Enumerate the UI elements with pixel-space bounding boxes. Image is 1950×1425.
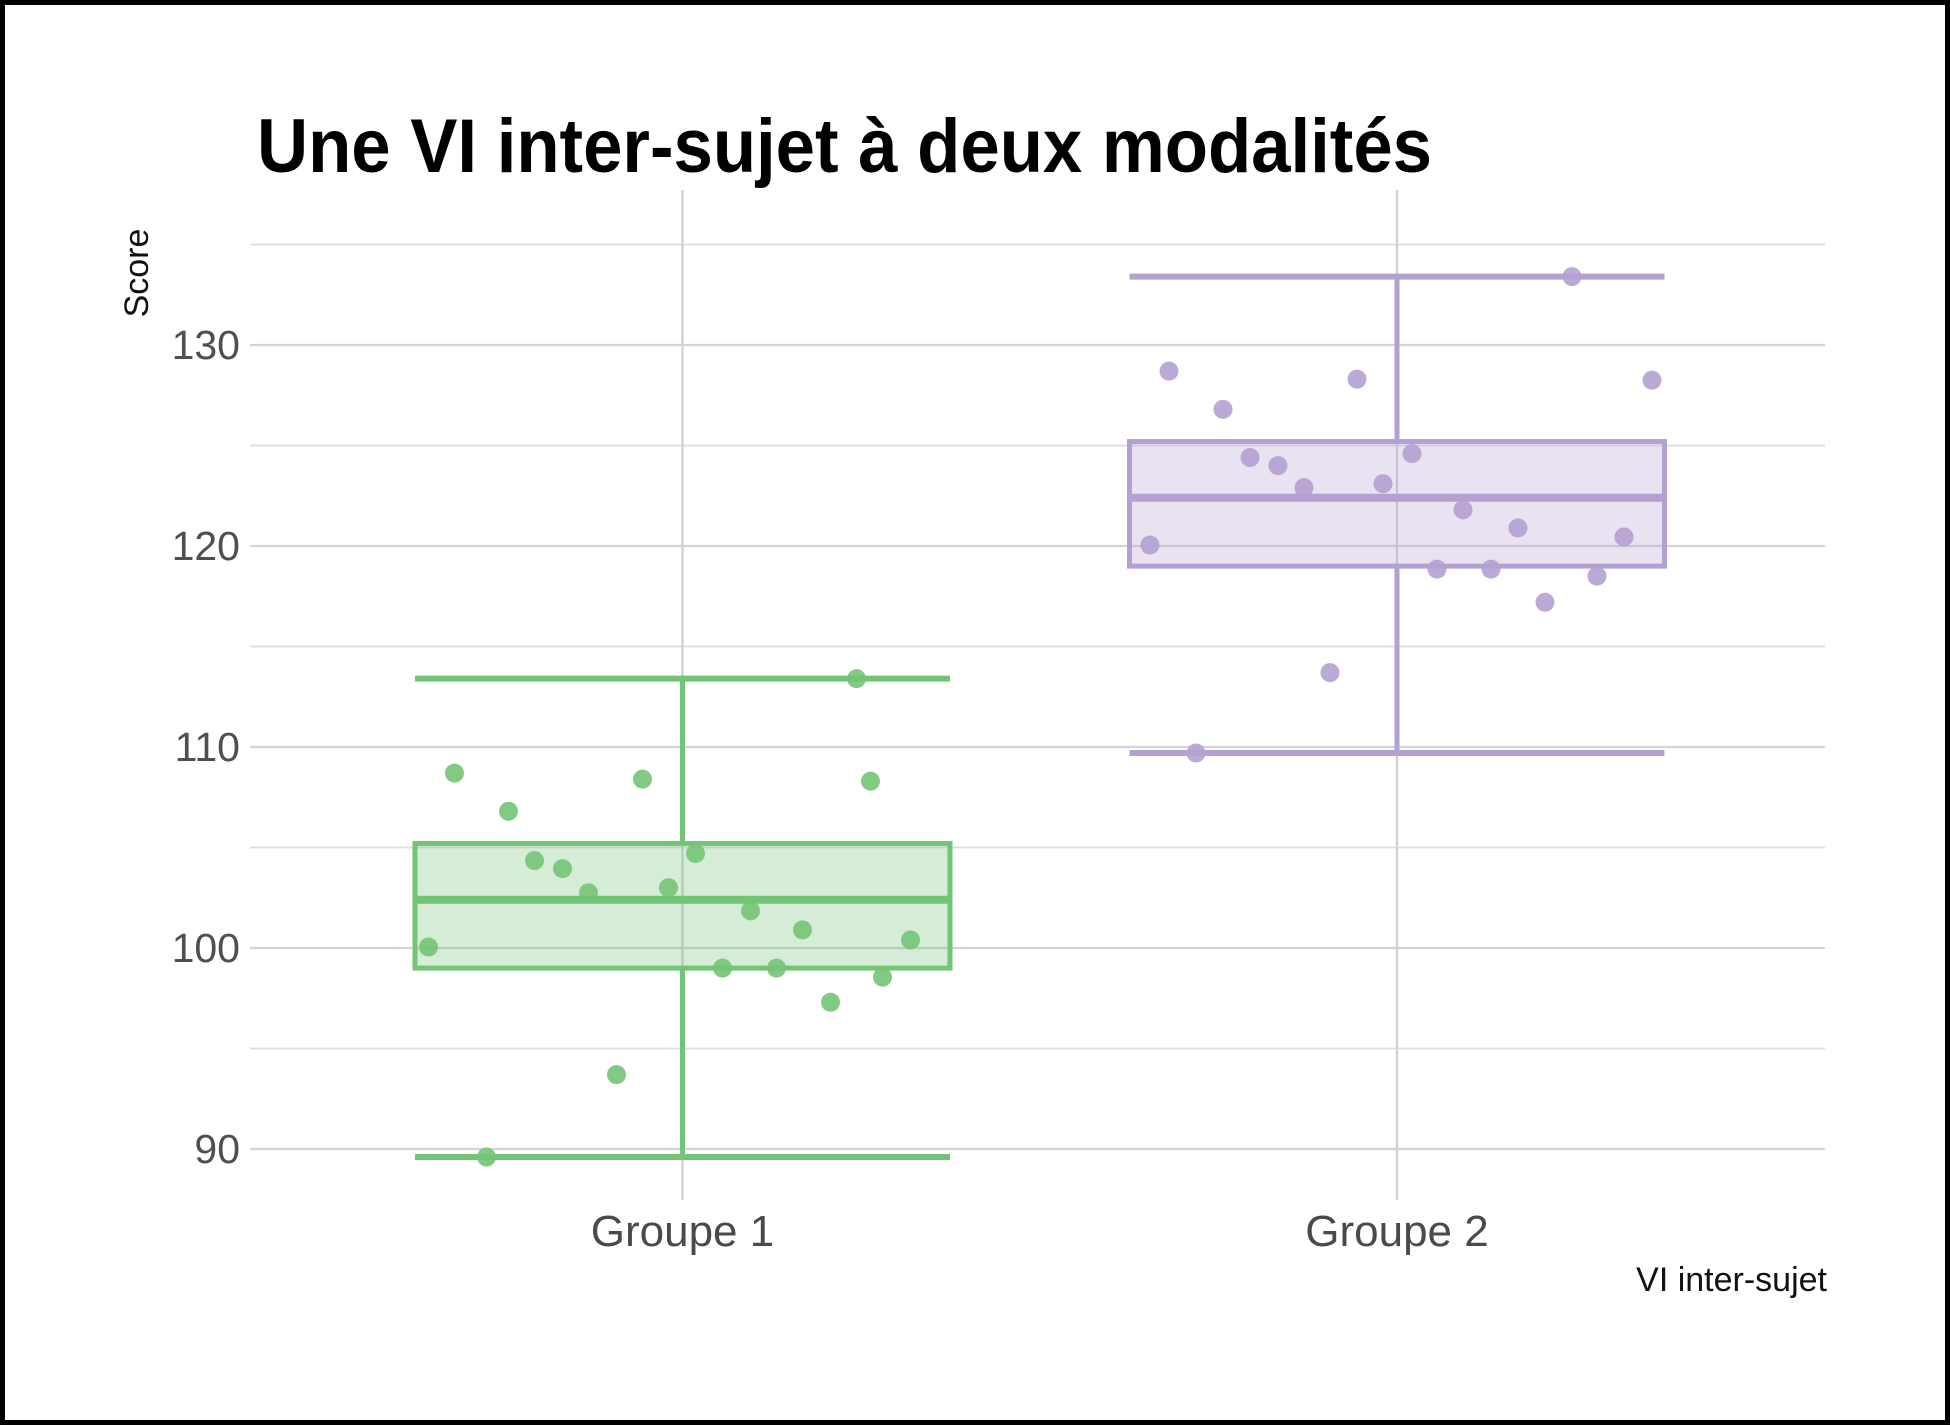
data-point bbox=[1562, 267, 1582, 287]
data-point bbox=[477, 1147, 496, 1167]
points-groupe-2 bbox=[1140, 267, 1662, 763]
data-point bbox=[1535, 592, 1555, 612]
boxplot-groupe-2 bbox=[1127, 273, 1667, 757]
data-point bbox=[686, 844, 705, 864]
y-tick-label-120: 120 bbox=[172, 523, 240, 569]
y-tick-label-110: 110 bbox=[175, 724, 240, 770]
box-iqr bbox=[412, 840, 953, 971]
data-point bbox=[1587, 566, 1607, 586]
points-groupe-1 bbox=[419, 669, 920, 1167]
data-point bbox=[741, 901, 760, 921]
boxplots bbox=[412, 273, 1667, 1161]
data-point bbox=[579, 883, 598, 903]
data-point bbox=[1186, 743, 1206, 763]
data-point bbox=[1427, 559, 1447, 579]
data-point bbox=[1373, 474, 1393, 494]
data-point bbox=[821, 992, 840, 1012]
data-point bbox=[1614, 527, 1634, 547]
data-point bbox=[1213, 399, 1233, 419]
data-point bbox=[607, 1065, 626, 1085]
data-point bbox=[1508, 518, 1528, 538]
data-point bbox=[847, 669, 866, 689]
data-point bbox=[1159, 361, 1179, 381]
x-axis-title: VI inter-sujet bbox=[1636, 1261, 1827, 1299]
data-point bbox=[1140, 535, 1160, 555]
group-label-1: Groupe 1 bbox=[591, 1207, 774, 1256]
data-point bbox=[1268, 456, 1288, 476]
data-point bbox=[659, 878, 678, 898]
data-point bbox=[1402, 444, 1422, 464]
data-point bbox=[767, 958, 786, 978]
data-point bbox=[1240, 448, 1260, 468]
data-point bbox=[633, 769, 652, 789]
data-point bbox=[1320, 663, 1340, 683]
data-point bbox=[1642, 370, 1662, 390]
data-point bbox=[1347, 369, 1367, 389]
x-axis-group-labels: Groupe 1 Groupe 2 bbox=[591, 1207, 1489, 1256]
y-axis-tick-labels: 90 100 110 120 130 bbox=[172, 322, 240, 1172]
y-axis-title: Score bbox=[118, 229, 156, 318]
data-point bbox=[419, 937, 438, 957]
data-point bbox=[1294, 478, 1314, 498]
y-tick-label-100: 100 bbox=[172, 925, 240, 971]
data-point bbox=[713, 958, 732, 978]
y-tick-label-130: 130 bbox=[172, 322, 240, 368]
data-point bbox=[861, 771, 880, 791]
data-point bbox=[793, 920, 812, 940]
boxplot-groupe-1 bbox=[412, 675, 953, 1161]
group-label-2: Groupe 2 bbox=[1305, 1207, 1488, 1256]
data-point bbox=[445, 763, 464, 783]
chart-title: Une VI inter-sujet à deux modalités bbox=[257, 104, 1432, 189]
data-point bbox=[525, 851, 544, 871]
data-point bbox=[1481, 559, 1501, 579]
data-point bbox=[1453, 500, 1473, 520]
data-point bbox=[499, 801, 518, 821]
data-point bbox=[901, 930, 920, 950]
box-iqr bbox=[1127, 438, 1667, 569]
jittered-points bbox=[419, 267, 1662, 1167]
y-tick-label-90: 90 bbox=[194, 1126, 240, 1172]
data-point bbox=[873, 967, 892, 987]
data-point bbox=[553, 859, 572, 879]
